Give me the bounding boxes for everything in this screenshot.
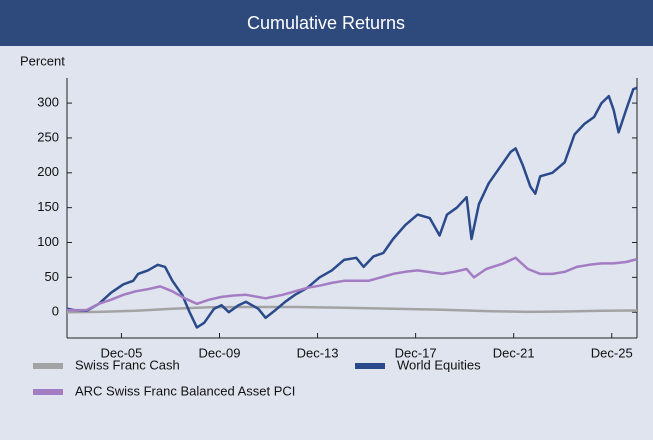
legend-label: Swiss Franc Cash — [75, 357, 180, 372]
series-line — [66, 86, 638, 329]
y-tick-label: 200 — [37, 164, 59, 179]
y-tick-label: 0 — [52, 304, 59, 319]
x-tick-label: Dec-05 — [100, 345, 142, 360]
x-tick-label: Dec-21 — [493, 345, 535, 360]
legend-label: ARC Swiss Franc Balanced Asset PCI — [75, 383, 295, 398]
chart-title: Cumulative Returns — [247, 13, 405, 33]
series-line — [66, 305, 638, 314]
legend-swatch — [33, 363, 63, 369]
y-tick-label: 250 — [37, 129, 59, 144]
y-tick-label: 300 — [37, 95, 59, 110]
legend-label: World Equities — [397, 357, 481, 372]
x-tick-label: Dec-17 — [395, 345, 437, 360]
x-tick-label: Dec-25 — [591, 345, 633, 360]
legend-swatch — [355, 363, 385, 369]
y-tick-label: 100 — [37, 234, 59, 249]
y-tick-label: 150 — [37, 199, 59, 214]
title-bar — [0, 0, 653, 46]
y-axis-label: Percent — [20, 53, 65, 68]
series-line — [67, 256, 638, 312]
legend-swatch — [33, 389, 63, 395]
x-tick-label: Dec-09 — [199, 345, 241, 360]
y-tick-label: 50 — [45, 269, 59, 284]
x-tick-label: Dec-13 — [297, 345, 339, 360]
